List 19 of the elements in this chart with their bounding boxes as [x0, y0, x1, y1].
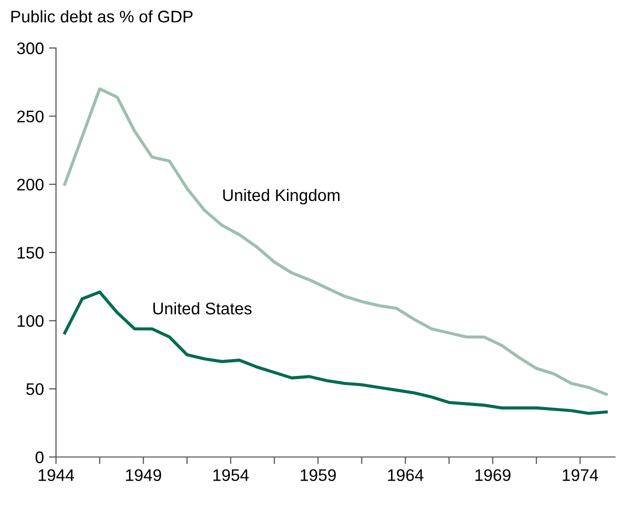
- x-tick-label: 1974: [562, 469, 598, 482]
- chart-title: Public debt as % of GDP: [11, 10, 193, 22]
- series-label: United Kingdom: [223, 188, 340, 204]
- x-tick-label: 1949: [126, 469, 162, 482]
- y-tick-label: 200: [17, 178, 44, 191]
- x-tick-label: 1944: [38, 469, 74, 482]
- series-label: United States: [153, 302, 252, 314]
- y-tick-label: 0: [36, 451, 44, 464]
- x-tick-label: 1954: [213, 469, 249, 482]
- x-tick-label: 1964: [388, 469, 424, 482]
- line-series: [63, 290, 608, 415]
- y-tick-label: 150: [18, 246, 44, 259]
- line-series: [63, 87, 608, 396]
- x-tick-label: 1959: [300, 469, 336, 482]
- y-tick-label: 100: [18, 315, 44, 327]
- y-tick-label: 250: [17, 110, 44, 122]
- y-tick-label: 50: [26, 383, 44, 396]
- x-tick-label: 1969: [475, 469, 510, 482]
- y-tick-label: 300: [17, 42, 44, 54]
